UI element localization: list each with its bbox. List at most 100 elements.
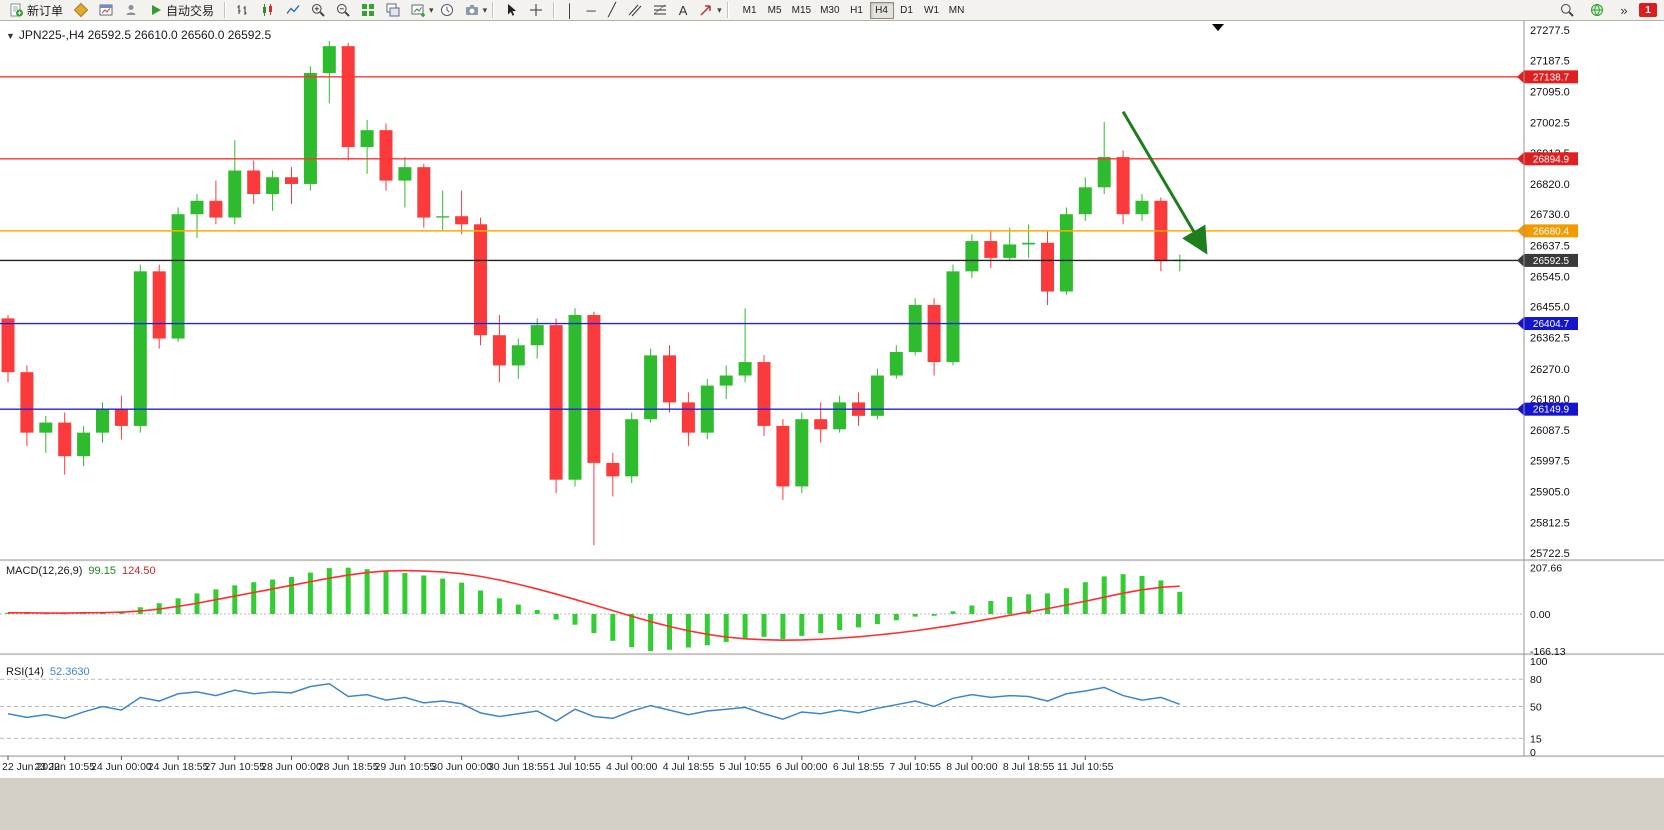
market-watch-icon[interactable] [94, 0, 118, 20]
macd-histogram-bar [421, 575, 427, 614]
arrows-caret-icon[interactable]: ▾ [717, 4, 722, 15]
screenshot-caret-icon[interactable]: ▾ [482, 4, 488, 15]
candle-body [266, 177, 280, 195]
rsi-axis-label: 50 [1530, 702, 1542, 714]
timeframe-button-D1[interactable]: D1 [895, 2, 919, 19]
time-axis-label: 7 Jul 10:55 [890, 761, 942, 773]
candle-body [663, 355, 676, 403]
chart-shift-marker[interactable] [1212, 24, 1224, 31]
candle-body [984, 241, 998, 258]
candle-body [322, 46, 336, 74]
fibonacci-tool-icon[interactable] [648, 0, 672, 20]
candle-body [133, 271, 147, 426]
horizontal-line-tool-icon[interactable]: ─ [586, 2, 596, 18]
macd-histogram-bar [553, 613, 559, 620]
vertical-line-tool-icon[interactable]: │ [566, 2, 575, 18]
line-chart-icon[interactable] [281, 0, 305, 20]
price-axis-label: 25812.5 [1530, 518, 1570, 530]
time-axis-label: 24 Jun 00:00 [91, 761, 152, 773]
rsi-axis-label: 80 [1530, 674, 1542, 686]
candle-body [738, 362, 752, 376]
trend-arrow-annotation[interactable] [1121, 110, 1208, 255]
candle-body [1097, 157, 1111, 188]
macd-histogram-bar [326, 568, 332, 614]
candle-body [492, 335, 506, 366]
candle-body [77, 432, 91, 457]
timeframe-button-M30[interactable]: M30 [816, 2, 843, 19]
timeframe-button-H1[interactable]: H1 [845, 2, 869, 19]
cursor-icon[interactable] [499, 0, 523, 20]
candle-body [1078, 187, 1092, 215]
arrows-tool-icon[interactable] [694, 0, 718, 20]
new-chart-icon[interactable] [406, 0, 430, 20]
macd-histogram-bar [496, 598, 502, 614]
timeframe-button-M5[interactable]: M5 [763, 2, 787, 19]
svg-text:26894.9: 26894.9 [1533, 154, 1570, 165]
macd-histogram-bar [818, 613, 824, 634]
tile-windows-icon[interactable] [356, 0, 380, 20]
data-window-icon[interactable] [119, 0, 143, 20]
macd-histogram-bar [478, 590, 483, 614]
timeframe-button-H4[interactable]: H4 [869, 1, 894, 19]
timeframe-button-MN[interactable]: MN [945, 2, 969, 19]
macd-histogram-bar [780, 613, 786, 640]
screenshot-icon[interactable] [460, 0, 484, 20]
mql5-community-icon[interactable] [69, 0, 93, 20]
toolbar-overflow-icon[interactable]: » [1620, 2, 1628, 18]
macd-histogram-bar [988, 601, 994, 614]
cascade-windows-icon[interactable] [381, 0, 405, 20]
candle-body [20, 372, 34, 433]
time-axis-label: 4 Jul 00:00 [606, 761, 658, 773]
macd-histogram-bar [307, 572, 313, 614]
candle-body [681, 402, 695, 433]
candle-body [568, 315, 582, 480]
time-axis-label: 23 Jun 10:55 [34, 761, 95, 773]
macd-histogram-bar [591, 613, 597, 633]
bar-chart-icon[interactable] [231, 0, 255, 20]
macd-histogram-bar [742, 613, 748, 639]
alert-badge[interactable]: 1 [1639, 3, 1657, 17]
macd-histogram-bar [383, 571, 389, 614]
macd-histogram-bar [648, 613, 654, 652]
candle-body [965, 241, 979, 272]
timeframe-button-M1[interactable]: M1 [738, 2, 762, 19]
new-order-button[interactable]: 新订单 [3, 1, 68, 19]
time-axis-label: 8 Jul 18:55 [1003, 761, 1055, 773]
auto-trading-button[interactable]: 自动交易 [144, 1, 219, 19]
macd-histogram-bar [761, 613, 767, 637]
svg-text:26149.9: 26149.9 [1533, 405, 1570, 416]
channel-tool-icon[interactable] [623, 0, 647, 20]
svg-text:26592.5: 26592.5 [1533, 256, 1570, 267]
search-icon[interactable] [1555, 0, 1579, 20]
timeframe-button-M15[interactable]: M15 [788, 2, 815, 19]
community-icon[interactable] [1585, 0, 1609, 20]
zoom-in-icon[interactable] [306, 0, 330, 20]
macd-axis-label: 207.66 [1530, 563, 1562, 575]
candle-body [549, 325, 563, 480]
play-icon [149, 3, 163, 17]
macd-histogram-bar [213, 589, 219, 614]
candle-body [417, 167, 431, 218]
zoom-out-icon[interactable] [331, 0, 355, 20]
price-axis-label: 27187.5 [1530, 55, 1570, 67]
text-tool-icon[interactable]: A [678, 2, 688, 18]
candle-body [1059, 214, 1073, 292]
time-axis-label: 30 Jun 00:00 [431, 761, 492, 773]
candle-body [946, 271, 960, 363]
macd-histogram-bar [440, 578, 446, 614]
macd-histogram-bar [1045, 593, 1050, 614]
auto-trading-label: 自动交易 [166, 3, 215, 18]
price-tag-26680.4: 26680.4 [1517, 224, 1578, 238]
timeframes-toolbar: M1 M5 M15 M30 H1 H4 D1 W1 MN [738, 1, 969, 19]
clock-icon[interactable] [435, 0, 459, 20]
new-chart-caret-icon[interactable]: ▾ [429, 4, 434, 15]
macd-histogram-bar [1007, 596, 1013, 614]
crosshair-icon[interactable] [524, 0, 548, 20]
price-axis-label: 27277.5 [1530, 25, 1570, 37]
candle-body [303, 73, 317, 184]
candlestick-chart-icon[interactable] [256, 0, 280, 20]
new-order-icon [8, 2, 24, 18]
time-axis-label: 6 Jul 18:55 [833, 761, 885, 773]
timeframe-button-W1[interactable]: W1 [920, 2, 944, 19]
trendline-tool-icon[interactable]: ╱ [608, 2, 616, 17]
